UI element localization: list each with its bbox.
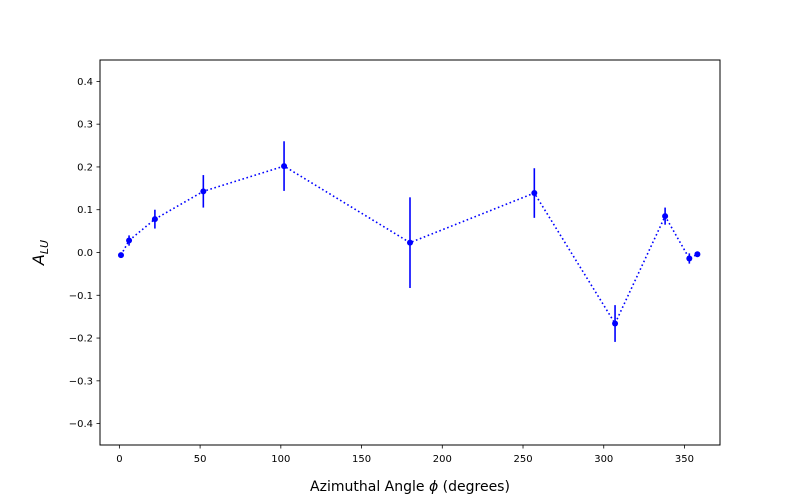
y-tick-label: 0.3 (77, 120, 93, 131)
data-point (531, 190, 538, 197)
y-axis-label: ALU (29, 240, 51, 266)
data-point (407, 239, 413, 246)
x-tick-label: 50 (194, 454, 207, 465)
data-point (662, 213, 669, 220)
y-axis-label-base: A (29, 254, 48, 266)
x-tick-label: 300 (594, 454, 613, 465)
data-point (612, 320, 619, 327)
x-tick-label: 0 (116, 454, 122, 465)
x-axis-label-prefix: Azimuthal Angle (310, 479, 429, 495)
y-tick-label: 0.2 (77, 162, 93, 173)
data-point (281, 163, 288, 170)
y-tick-label: −0.2 (69, 334, 93, 345)
x-axis-ticks: 0 50 100 150 200 250 300 350 (116, 445, 694, 465)
x-tick-label: 200 (433, 454, 452, 465)
y-tick-label: −0.3 (69, 376, 93, 387)
series-line (120, 165, 698, 326)
data-point (151, 216, 158, 223)
x-tick-label: 100 (271, 454, 290, 465)
y-tick-label: 0.4 (77, 77, 93, 88)
x-axis-label-suffix: (degrees) (438, 479, 510, 495)
y-tick-label: −0.1 (69, 291, 93, 302)
y-tick-label: 0.0 (77, 248, 93, 259)
x-axis-label-symbol: ϕ (429, 479, 438, 495)
data-point (117, 252, 124, 259)
data-point (686, 255, 693, 262)
series-layer (117, 141, 701, 342)
data-point (126, 237, 133, 244)
x-tick-label: 150 (352, 454, 371, 465)
x-tick-label: 350 (675, 454, 694, 465)
y-axis-label-subscript: LU (38, 240, 51, 254)
y-tick-label: −0.4 (69, 419, 93, 430)
y-tick-label: 0.1 (77, 205, 93, 216)
data-point (200, 188, 207, 195)
x-axis-label: Azimuthal Angle ϕ (degrees) (310, 479, 510, 495)
data-point (694, 251, 701, 258)
y-axis-ticks: −0.4 −0.3 −0.2 −0.1 0.0 0.1 0.2 0.3 0.4 (69, 77, 100, 430)
x-tick-label: 250 (513, 454, 532, 465)
